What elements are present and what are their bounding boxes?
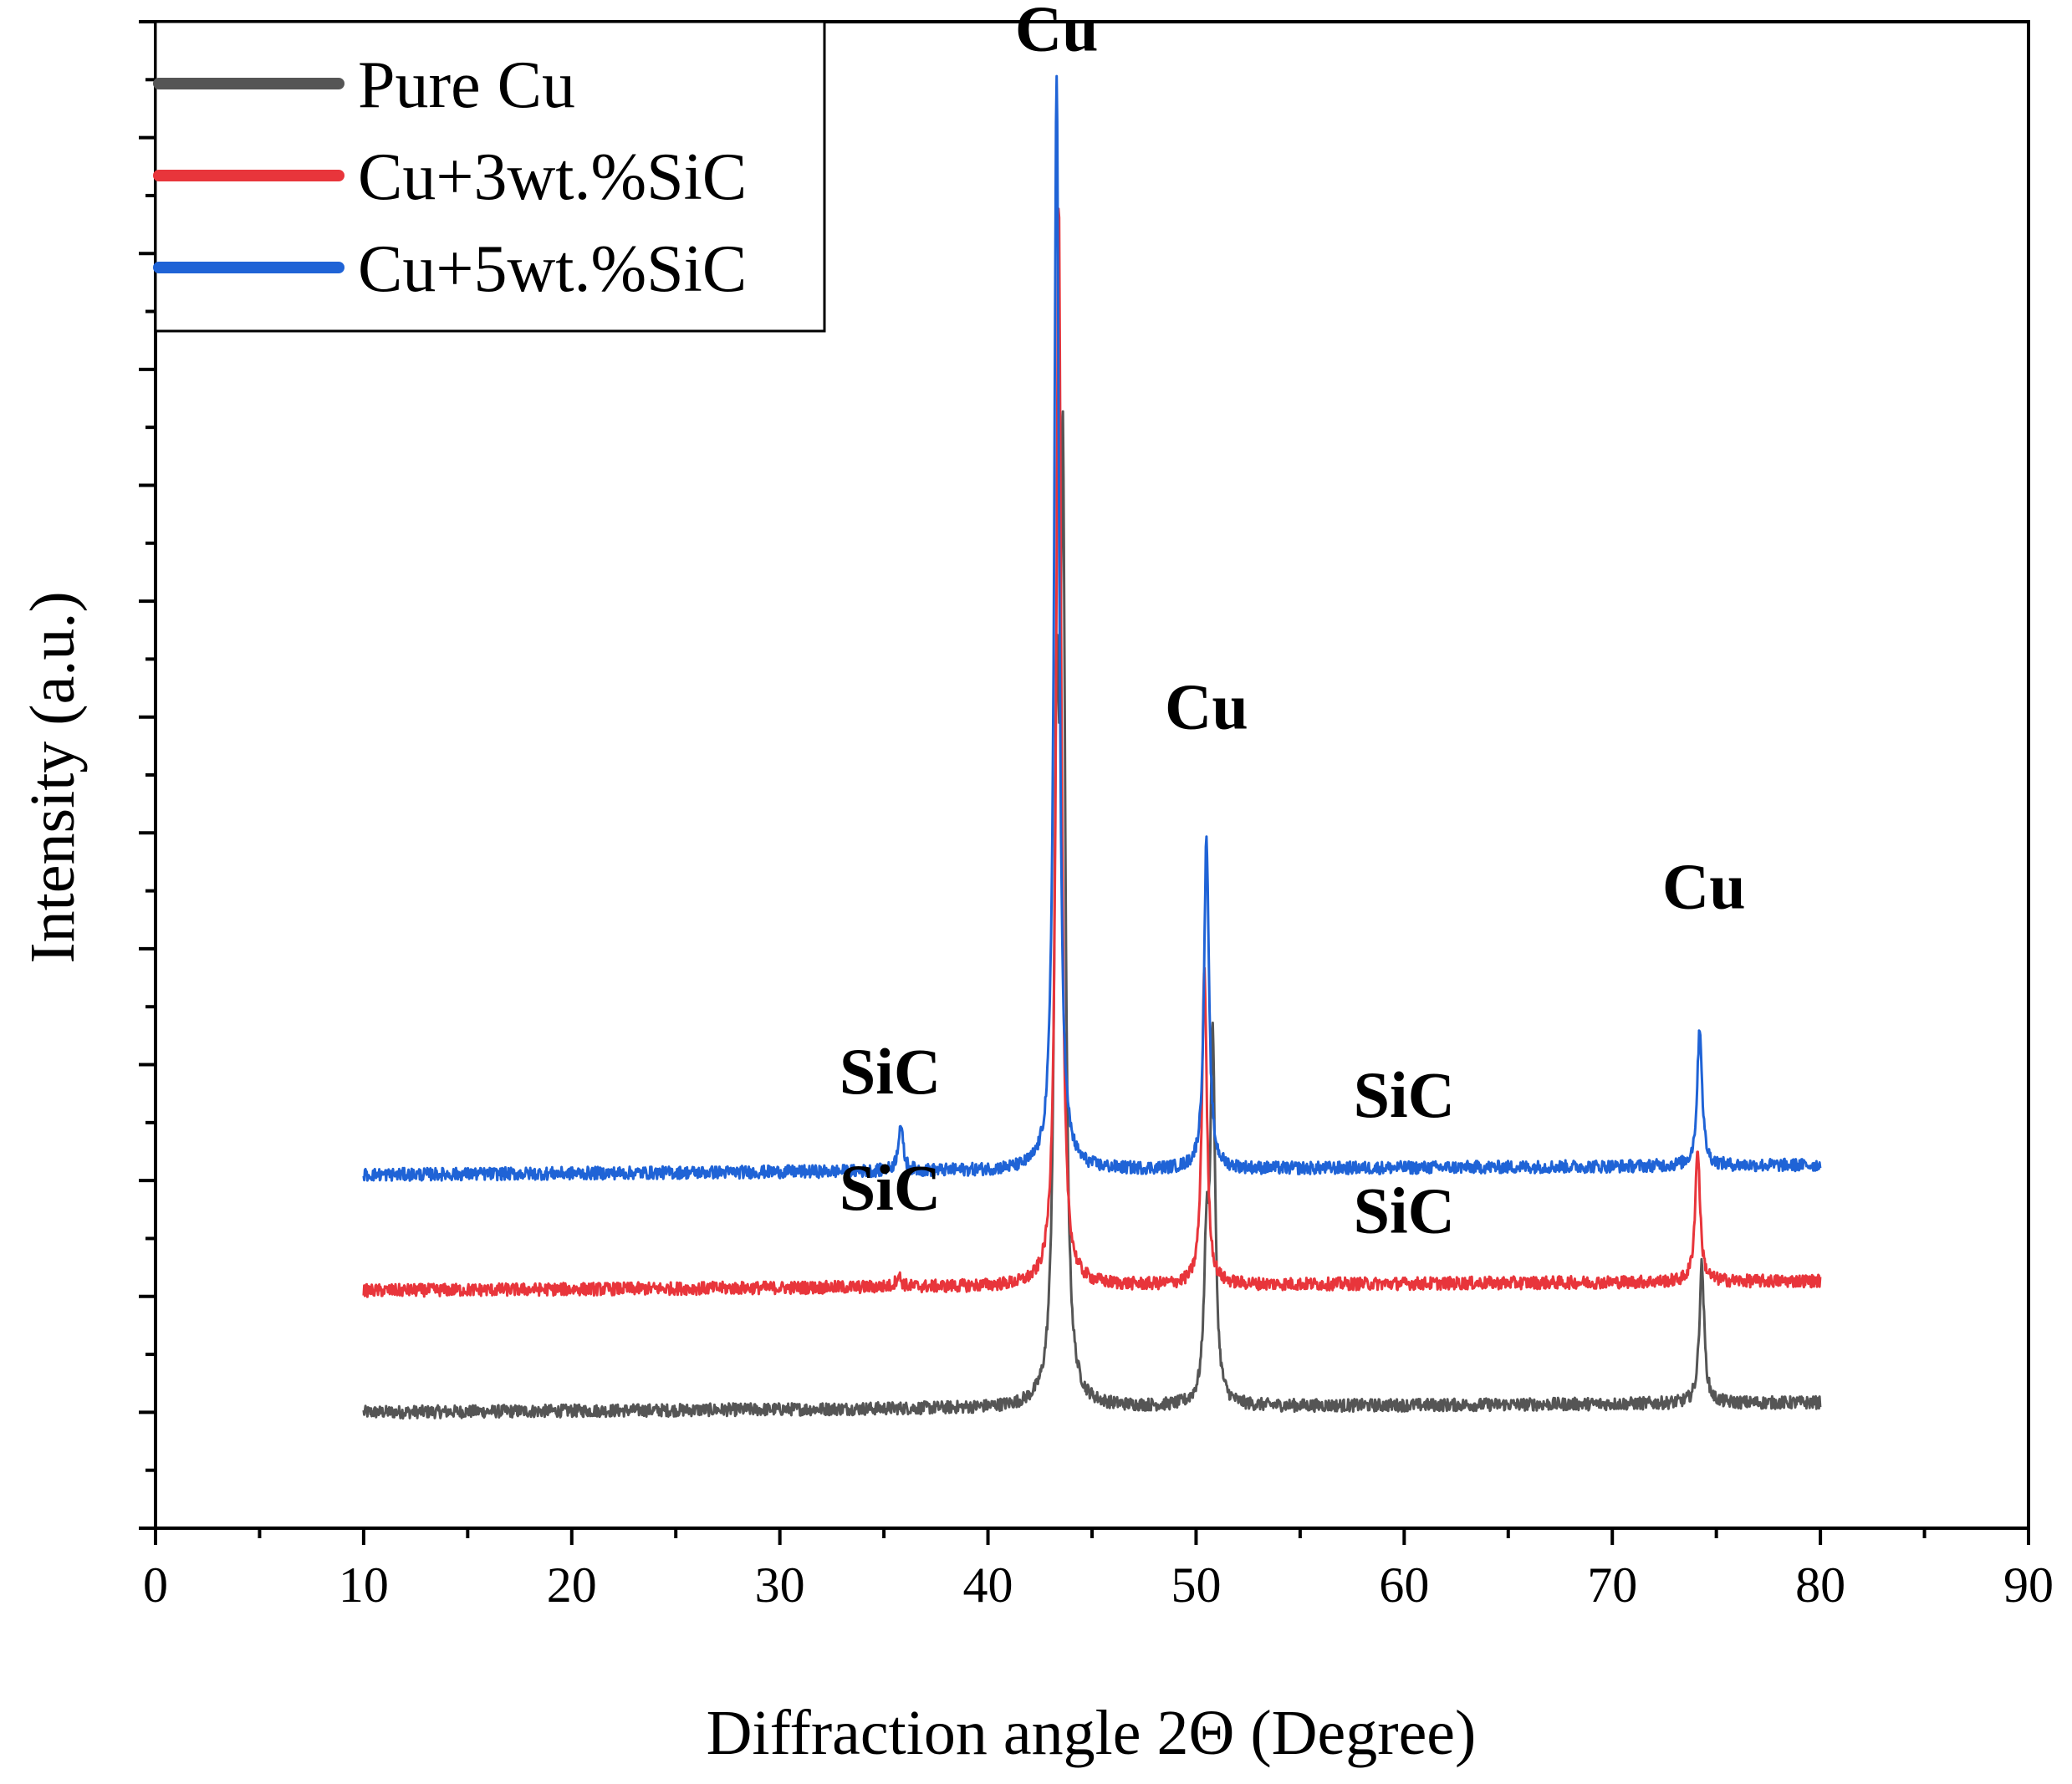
peak-annotation: SiC xyxy=(1354,1175,1455,1247)
series-line-0 xyxy=(362,410,1822,1420)
peak-annotation: SiC xyxy=(1354,1058,1455,1131)
x-tick-label: 40 xyxy=(963,1557,1013,1613)
peak-annotation: SiC xyxy=(840,1151,941,1224)
legend-label: Pure Cu xyxy=(358,48,575,122)
x-tick-label: 50 xyxy=(1171,1557,1221,1613)
x-tick-label: 0 xyxy=(143,1557,168,1613)
x-tick-label: 30 xyxy=(755,1557,805,1613)
x-axis-ticks xyxy=(154,1528,2030,1545)
legend-label: Cu+5wt.%SiC xyxy=(358,232,747,306)
legend: Pure Cu Cu+3wt.%SiC Cu+5wt.%SiC xyxy=(153,20,826,333)
peak-annotation: SiC xyxy=(840,1035,941,1108)
x-tick-label: 70 xyxy=(1587,1557,1637,1613)
peak-annotation: Cu xyxy=(1015,0,1099,65)
x-tick-label: 10 xyxy=(339,1557,389,1613)
peak-annotations: Cu Cu Cu SiC SiC SiC SiC xyxy=(840,0,1746,1247)
x-axis-title: Diffraction angle 2Θ (Degree) xyxy=(707,1698,1477,1768)
x-tick-label: 20 xyxy=(547,1557,597,1613)
x-tick-label: 60 xyxy=(1379,1557,1429,1613)
y-axis-ticks xyxy=(139,20,156,1530)
x-axis-tick-labels: 0 10 20 30 40 50 60 70 80 90 xyxy=(143,1557,2054,1613)
legend-label: Cu+3wt.%SiC xyxy=(358,140,747,214)
series-group xyxy=(362,74,1822,1420)
series-line-1 xyxy=(362,207,1822,1298)
x-tick-label: 90 xyxy=(2003,1557,2054,1613)
peak-annotation: Cu xyxy=(1662,849,1746,922)
legend-items: Pure Cu Cu+3wt.%SiC Cu+5wt.%SiC xyxy=(153,48,747,306)
series-line-2 xyxy=(362,74,1822,1182)
y-axis-title: Intensity (a.u.) xyxy=(18,591,88,963)
x-tick-label: 80 xyxy=(1795,1557,1845,1613)
peak-annotation: Cu xyxy=(1165,670,1248,743)
